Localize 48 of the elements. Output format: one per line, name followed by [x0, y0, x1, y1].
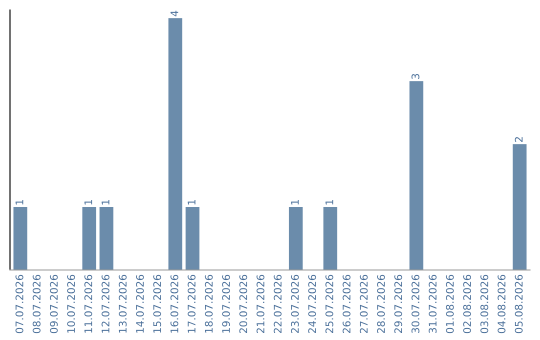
x-tick-label: 14.07.2026	[136, 274, 144, 333]
x-tick-label: 11.07.2026	[84, 274, 92, 333]
x-tick-label: 08.07.2026	[32, 274, 41, 334]
data-label: 1	[188, 200, 196, 205]
bar	[409, 81, 424, 270]
x-tick-label: 03.08.2026	[480, 274, 488, 334]
x-tick-label: 13.07.2026	[118, 274, 127, 333]
data-label: 1	[326, 200, 334, 205]
x-tick-label: 25.07.2026	[325, 274, 334, 334]
bar	[186, 207, 200, 270]
x-tick-label: 17.07.2026	[188, 274, 196, 333]
x-tick-label: 24.07.2026	[308, 274, 316, 334]
x-tick-label: 19.07.2026	[222, 274, 230, 333]
x-tick-label: 09.07.2026	[50, 274, 58, 334]
data-label: 1	[84, 200, 92, 205]
data-label: 1	[16, 200, 24, 205]
x-tick-label: 16.07.2026	[170, 274, 178, 333]
x-tick-label: 02.08.2026	[463, 274, 472, 334]
x-tick-label: 12.07.2026	[102, 274, 110, 333]
x-tick-label: 28.07.2026	[377, 274, 385, 334]
bar	[168, 18, 182, 270]
x-tick-label: 26.07.2026	[342, 274, 351, 334]
x-tick-label: 30.07.2026	[412, 274, 420, 334]
x-tick-label: 15.07.2026	[153, 274, 162, 333]
bar	[13, 207, 28, 270]
x-tick-label: 31.07.2026	[428, 274, 437, 334]
x-tick-label: 20.07.2026	[239, 274, 248, 334]
data-label: 4	[170, 10, 178, 16]
x-tick-label: 29.07.2026	[394, 274, 402, 334]
data-label: 1	[102, 200, 110, 205]
bar	[512, 144, 527, 270]
x-tick-label: 04.08.2026	[498, 274, 506, 334]
bar	[288, 207, 303, 270]
bar	[323, 207, 338, 270]
bar	[82, 207, 96, 270]
data-label: 2	[514, 137, 523, 142]
data-label: 3	[412, 74, 420, 79]
x-tick-label: 05.08.2026	[514, 274, 523, 334]
x-tick-label: 22.07.2026	[274, 274, 282, 334]
x-tick-label: 27.07.2026	[360, 274, 368, 334]
x-tick-label: 23.07.2026	[290, 274, 299, 334]
bar	[100, 207, 114, 270]
x-tick-label: 07.07.2026	[15, 274, 24, 334]
data-label: 1	[291, 200, 299, 205]
x-tick-label: 18.07.2026	[204, 274, 213, 333]
x-tick-label: 21.07.2026	[256, 274, 264, 334]
x-tick-label: 01.08.2026	[446, 274, 454, 334]
x-tick-label: 10.07.2026	[67, 274, 76, 333]
